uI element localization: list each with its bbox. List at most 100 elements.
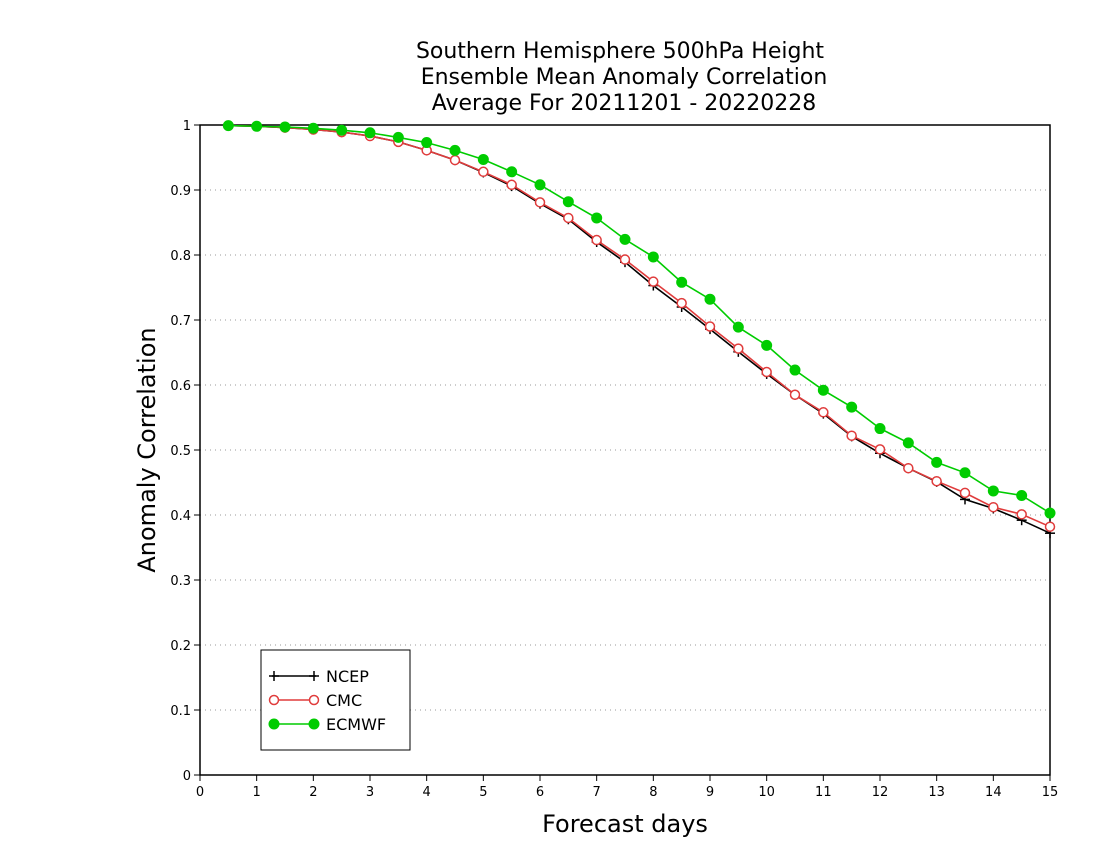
data-point-ecmwf bbox=[534, 179, 546, 191]
data-point-ecmwf bbox=[336, 124, 348, 136]
x-tick-label: 12 bbox=[872, 785, 889, 800]
x-tick-label: 13 bbox=[928, 785, 945, 800]
y-tick-label: 0.7 bbox=[170, 314, 191, 329]
axis-ticks: 00.10.20.30.40.50.60.70.80.910 1 2 3 4 5 6 7 8 9 1… bbox=[170, 119, 1058, 800]
data-point-cmc bbox=[478, 166, 489, 178]
data-point-cmc bbox=[648, 276, 659, 287]
x-axis-label: Forecast days bbox=[542, 810, 708, 838]
data-point-ecmwf bbox=[817, 384, 829, 396]
x-tick-label: 4 bbox=[423, 785, 431, 800]
data-point-cmc bbox=[874, 444, 886, 455]
data-point-ecmwf bbox=[307, 122, 319, 134]
data-point-cmc bbox=[676, 297, 687, 309]
y-axis-label: Anomaly Correlation bbox=[133, 327, 161, 572]
y-tick-label: 0.5 bbox=[170, 444, 191, 459]
data-point-ecmwf bbox=[676, 276, 688, 288]
data-point-cmc bbox=[563, 212, 574, 224]
x-tick-label: 7 bbox=[593, 785, 601, 800]
data-point-cmc bbox=[818, 407, 829, 418]
data-point-ecmwf bbox=[251, 120, 263, 132]
y-tick-label: 0.6 bbox=[170, 379, 191, 394]
series-line-ncep bbox=[228, 124, 1051, 534]
data-point-ecmwf bbox=[619, 233, 631, 245]
data-point-ecmwf bbox=[761, 339, 773, 351]
y-tick-label: 0.1 bbox=[170, 704, 191, 719]
data-point-cmc bbox=[506, 179, 517, 191]
series-line-ecmwf bbox=[228, 124, 1051, 514]
data-point-ecmwf bbox=[1044, 507, 1056, 519]
data-point-cmc bbox=[988, 501, 999, 513]
legend-label-ncep: NCEP bbox=[326, 667, 369, 686]
legend-label-cmc: CMC bbox=[326, 691, 362, 710]
data-point-cmc bbox=[534, 197, 546, 208]
series-ecmwf bbox=[222, 120, 1056, 519]
data-point-cmc bbox=[1016, 509, 1027, 520]
data-point-ecmwf bbox=[931, 456, 943, 468]
x-tick-label: 3 bbox=[366, 785, 374, 800]
data-point-ecmwf bbox=[1016, 490, 1028, 501]
data-point-ecmwf bbox=[477, 153, 489, 165]
legend-marker-start-ecmwf bbox=[268, 718, 280, 730]
legend-marker-end-ecmwf bbox=[308, 718, 320, 730]
series-cmc bbox=[223, 120, 1056, 532]
data-point-cmc bbox=[846, 430, 857, 441]
data-point-ecmwf bbox=[789, 364, 801, 376]
x-tick-label: 0 bbox=[196, 785, 204, 800]
x-tick-label: 6 bbox=[536, 785, 544, 800]
y-tick-label: 0 bbox=[183, 769, 191, 784]
data-point-cmc bbox=[619, 254, 631, 265]
data-point-cmc bbox=[789, 389, 801, 400]
x-tick-label: 2 bbox=[309, 785, 317, 800]
x-tick-label: 9 bbox=[706, 785, 714, 800]
data-point-ecmwf bbox=[704, 293, 716, 305]
data-point-ecmwf bbox=[449, 144, 461, 156]
data-point-cmc bbox=[449, 154, 461, 166]
x-tick-label: 1 bbox=[253, 785, 261, 800]
data-point-cmc bbox=[1044, 521, 1056, 532]
data-point-ecmwf bbox=[421, 137, 433, 149]
data-point-ecmwf bbox=[647, 251, 659, 263]
data-point-cmc bbox=[959, 487, 971, 499]
x-tick-label: 5 bbox=[479, 785, 487, 800]
y-tick-label: 0.3 bbox=[170, 574, 191, 589]
data-point-ecmwf bbox=[874, 423, 886, 435]
data-point-ecmwf bbox=[222, 120, 234, 132]
data-point-ecmwf bbox=[987, 485, 999, 497]
data-point-ecmwf bbox=[279, 121, 291, 133]
chart-title-line-1: Southern Hemisphere 500hPa Height bbox=[416, 39, 824, 64]
legend-marker-start-cmc bbox=[268, 694, 280, 706]
data-point-cmc bbox=[903, 462, 914, 474]
data-point-cmc bbox=[704, 321, 716, 332]
data-point-cmc bbox=[931, 475, 942, 487]
data-point-ecmwf bbox=[846, 401, 858, 413]
legend-marker-end-cmc bbox=[308, 694, 320, 706]
data-point-ecmwf bbox=[562, 196, 574, 208]
data-point-ecmwf bbox=[959, 467, 971, 479]
data-point-ecmwf bbox=[392, 131, 404, 143]
data-point-cmc bbox=[733, 343, 744, 354]
data-point-ecmwf bbox=[732, 321, 744, 333]
data-point-ecmwf bbox=[506, 166, 518, 178]
legend-label-ecmwf: ECMWF bbox=[326, 715, 386, 734]
y-tick-label: 0.8 bbox=[170, 249, 191, 264]
y-tick-label: 0.4 bbox=[170, 509, 191, 524]
x-tick-label: 10 bbox=[758, 785, 775, 800]
grid-lines bbox=[200, 189, 1050, 711]
x-tick-label: 15 bbox=[1042, 785, 1059, 800]
series-line-cmc bbox=[228, 124, 1051, 528]
y-tick-label: 0.2 bbox=[170, 639, 191, 654]
x-tick-label: 11 bbox=[815, 785, 832, 800]
y-tick-label: 1 bbox=[183, 119, 191, 134]
data-point-cmc bbox=[591, 234, 602, 246]
series-ncep bbox=[223, 120, 1055, 539]
data-point-ecmwf bbox=[902, 437, 914, 449]
legend: NCEP CMC ECMWF bbox=[260, 649, 411, 751]
chart-title-line-3: Average For 20211201 - 20220228 bbox=[432, 91, 817, 116]
chart-title-line-2: Ensemble Mean Anomaly Correlation bbox=[421, 65, 828, 90]
data-point-ecmwf bbox=[364, 127, 376, 139]
data-point-ecmwf bbox=[591, 212, 603, 224]
x-tick-label: 14 bbox=[985, 785, 1002, 800]
data-point-cmc bbox=[761, 366, 772, 378]
x-tick-label: 8 bbox=[649, 785, 657, 800]
